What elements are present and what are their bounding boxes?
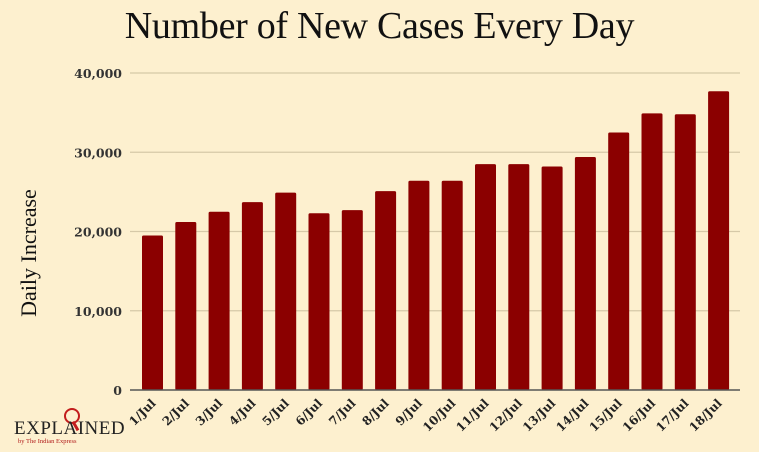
explained-logo: EXPLAINED by The Indian Express: [14, 408, 125, 448]
x-tick-label: 18/Jul: [687, 396, 726, 435]
bar: [508, 164, 530, 390]
y-tick-label: 30,000: [74, 145, 122, 160]
x-tick-label: 12/Jul: [487, 396, 526, 435]
y-tick-label: 10,000: [74, 304, 122, 319]
y-tick-label: 40,000: [74, 66, 122, 81]
bar: [308, 213, 330, 390]
bar: [641, 113, 663, 390]
bar: [275, 192, 297, 390]
x-tick-label: 10/Jul: [420, 396, 459, 435]
x-tick-label: 5/Jul: [260, 396, 293, 429]
bar: [341, 210, 363, 390]
x-tick-label: 7/Jul: [326, 396, 359, 429]
x-tick-label: 17/Jul: [653, 396, 692, 435]
x-tick-label: 4/Jul: [226, 396, 259, 429]
y-tick-label: 0: [113, 383, 122, 398]
x-tick-label: 8/Jul: [359, 396, 392, 429]
bar: [375, 191, 397, 390]
x-tick-label: 1/Jul: [126, 396, 159, 429]
x-tick-label: 14/Jul: [553, 396, 592, 435]
bar: [142, 235, 163, 390]
logo-subtitle: by The Indian Express: [18, 438, 77, 445]
bar: [574, 157, 596, 390]
logo-wordmark: EXPLAINED: [14, 418, 126, 439]
x-tick-label: 11/Jul: [453, 396, 492, 435]
x-tick-label: 3/Jul: [193, 396, 226, 429]
bar: [674, 114, 696, 391]
x-tick-label: 13/Jul: [520, 396, 559, 435]
bar: [608, 132, 630, 390]
x-tick-label: 6/Jul: [293, 396, 326, 429]
bar: [208, 211, 230, 390]
x-tick-label: 2/Jul: [160, 396, 193, 429]
bar: [708, 91, 730, 390]
bar: [541, 166, 563, 390]
x-tick-label: 15/Jul: [587, 396, 626, 435]
bar: [241, 202, 263, 390]
bar: [441, 180, 463, 390]
x-tick-label: 16/Jul: [620, 396, 659, 435]
bar: [175, 221, 197, 390]
y-tick-label: 20,000: [74, 225, 122, 240]
chart-title: Number of New Cases Every Day: [124, 5, 635, 47]
bar: [408, 180, 430, 390]
bar: [475, 164, 496, 390]
